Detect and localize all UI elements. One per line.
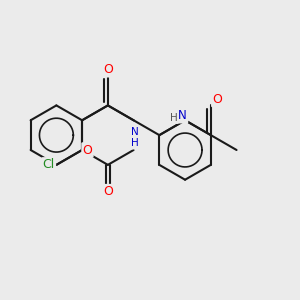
Text: H: H — [170, 113, 178, 123]
Text: O: O — [82, 143, 92, 157]
Text: O: O — [212, 93, 222, 106]
Text: O: O — [103, 185, 113, 198]
Text: N: N — [178, 109, 187, 122]
Text: O: O — [103, 63, 113, 76]
Text: Cl: Cl — [43, 158, 55, 171]
Text: N
H: N H — [131, 127, 139, 148]
